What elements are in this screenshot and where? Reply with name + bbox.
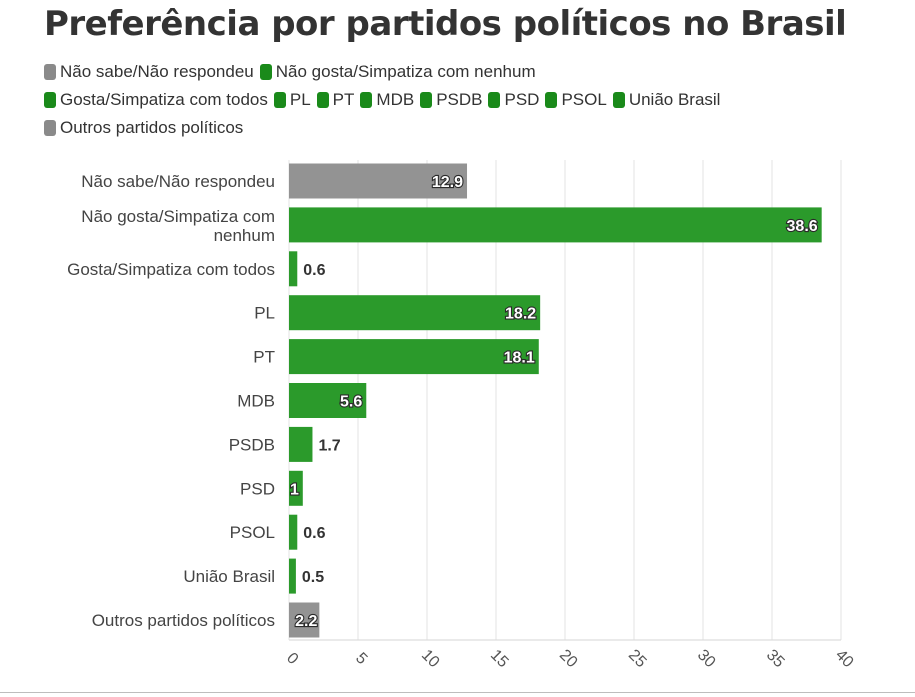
value-label: 0.6 (303, 525, 325, 542)
bar (289, 514, 298, 550)
legend-swatch (612, 92, 625, 108)
legend-swatch (273, 92, 286, 108)
category-label: PSD (240, 479, 275, 498)
legend-swatch (44, 92, 56, 108)
value-label: 38.6 (787, 218, 818, 235)
category-label: PL (254, 304, 275, 323)
legend-swatch (420, 92, 433, 108)
bar (289, 207, 822, 243)
bar (289, 163, 468, 199)
x-tick-label: 40 (832, 647, 857, 672)
value-label: 18.2 (505, 306, 536, 323)
legend-item[interactable]: PSD (488, 90, 539, 110)
legend-item[interactable]: Não gosta/Simpatiza com nenhum (259, 62, 536, 82)
bar (289, 383, 367, 418)
x-tick-label: 0 (283, 650, 301, 668)
category-label-line: Não gosta/Simpatiza com (81, 207, 275, 226)
value-label: 0.6 (303, 262, 325, 279)
legend-item[interactable]: PSOL (545, 90, 607, 110)
x-tick-label: 20 (556, 647, 581, 672)
chart-title: Preferência por partidos políticos no Br… (44, 4, 847, 44)
value-label: 1.7 (318, 437, 340, 454)
legend-item[interactable]: PL (273, 90, 311, 110)
legend-swatch (259, 64, 272, 80)
category-label: PSDB (229, 435, 275, 454)
value-label: 0.5 (302, 569, 324, 586)
legend-item[interactable]: Outros partidos políticos (44, 118, 243, 138)
category-label-line: nenhum (214, 226, 275, 245)
legend-swatch (488, 92, 501, 108)
legend-label: PT (332, 90, 355, 109)
bottom-divider (0, 692, 915, 693)
x-tick-label: 25 (625, 647, 650, 672)
legend-swatch (44, 120, 56, 136)
legend-label: Outros partidos políticos (60, 118, 244, 137)
bar (289, 602, 320, 638)
category-label: PSOL (230, 523, 275, 542)
legend-label: Não gosta/Simpatiza com nenhum (275, 62, 536, 81)
bar (289, 339, 539, 375)
legend-item[interactable]: União Brasil (612, 90, 721, 110)
legend-swatch (44, 64, 56, 80)
bar (289, 426, 313, 462)
x-tick-label: 35 (763, 647, 788, 672)
legend-item[interactable]: Gosta/Simpatiza com todos (44, 90, 268, 110)
legend-swatch (360, 92, 373, 108)
category-label: Não gosta/Simpatiza com nenhum (81, 207, 275, 245)
category-label: MDB (237, 392, 275, 411)
legend-item[interactable]: PSDB (420, 90, 482, 110)
legend-label: PL (289, 90, 311, 109)
x-tick-label: 30 (694, 647, 719, 672)
bar (289, 251, 298, 287)
legend-swatch (316, 92, 329, 108)
value-label: 1 (290, 481, 299, 498)
legend-item[interactable]: Não sabe/Não respondeu (44, 62, 254, 82)
legend-label: Não sabe/Não respondeu (60, 62, 254, 81)
bar (289, 295, 541, 331)
category-label: Gosta/Simpatiza com todos (67, 260, 275, 279)
category-label: PT (253, 348, 275, 367)
value-label: 5.6 (340, 394, 362, 411)
x-tick-label: 10 (418, 647, 443, 672)
legend-item[interactable]: PT (316, 90, 355, 110)
legend-item[interactable]: MDB (360, 90, 414, 110)
category-label: União Brasil (183, 567, 275, 586)
legend-label: Gosta/Simpatiza com todos (60, 90, 268, 109)
legend-label: PSDB (436, 90, 483, 109)
legend-label: MDB (376, 90, 415, 109)
x-tick-label: 5 (352, 650, 370, 668)
legend-label: PSD (504, 90, 540, 109)
legend-label: PSOL (561, 90, 607, 109)
legend-label: União Brasil (628, 90, 721, 109)
legend: Não sabe/Não respondeu Não gosta/Simpatiz… (44, 62, 804, 138)
bar (289, 470, 303, 506)
legend-swatch (545, 92, 558, 108)
value-label: 18.1 (504, 350, 535, 367)
bar (289, 558, 296, 594)
category-label: Outros partidos políticos (92, 611, 275, 630)
value-label: 12.9 (432, 174, 463, 191)
x-tick-label: 15 (487, 647, 512, 672)
value-label: 2.2 (295, 613, 317, 630)
category-label: Não sabe/Não respondeu (81, 172, 275, 191)
